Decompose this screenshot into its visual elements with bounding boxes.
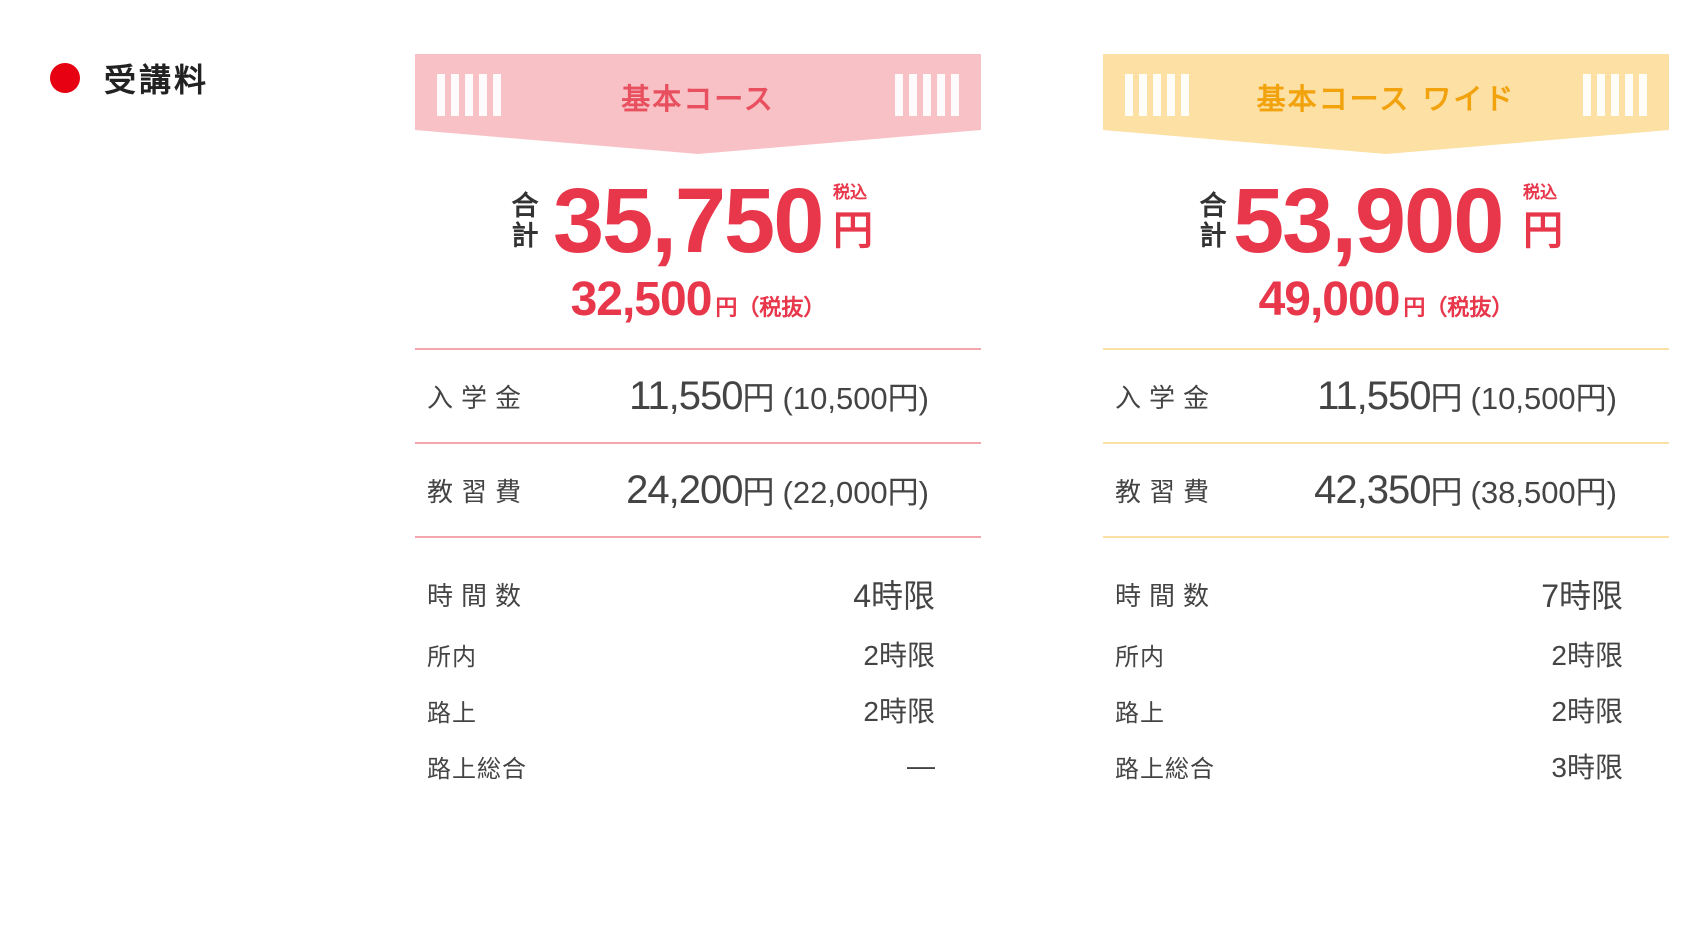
hours-list: 時間数 4時限 所内 2時限 路上 2時限 路上総合 — (415, 562, 981, 794)
hours-list: 時間数 7時限 所内 2時限 路上 2時限 路上総合 3時限 (1103, 562, 1669, 794)
stripes-decoration-icon (437, 74, 501, 116)
price-excl-tax-unit: 円（税抜） (715, 296, 826, 321)
hours-label: 路上総合 (1115, 754, 1215, 783)
fee-row-tuition: 教習費 24,200円 (22,000円) (415, 442, 981, 538)
hours-row: 路上 2時限 (1103, 682, 1669, 738)
hours-label: 所内 (1115, 642, 1165, 671)
hours-value: — (907, 750, 935, 781)
course-banner: 基本コース ワイド (1103, 54, 1669, 154)
price-excl-tax: 49,000 円（税抜） (1103, 272, 1669, 327)
fee-label: 教習費 (1115, 477, 1218, 508)
hours-value: 2時限 (1551, 696, 1623, 727)
tax-included-label: 税込 (1523, 183, 1557, 203)
total-price: 合計 53,900 税込 円 49,000 円（税抜） (1103, 154, 1669, 327)
hours-label: 時間数 (1115, 581, 1218, 612)
hours-value: 4時限 (853, 578, 935, 614)
hours-label: 路上総合 (427, 754, 527, 783)
fee-row-admission: 入学金 11,550円 (10,500円) (1103, 348, 1669, 442)
hours-row-total: 時間数 4時限 (415, 562, 981, 626)
yen-label: 円 (1523, 208, 1563, 254)
hours-label: 路上 (427, 698, 477, 727)
section-title: 受講料 (104, 61, 210, 99)
total-amount: 53,900 (1233, 170, 1504, 272)
total-price: 合計 35,750 税込 円 32,500 円（税抜） (415, 154, 981, 327)
tax-included-label: 税込 (833, 183, 867, 203)
fee-label: 入学金 (427, 383, 530, 414)
fee-label: 入学金 (1115, 383, 1218, 414)
fee-row-admission: 入学金 11,550円 (10,500円) (415, 348, 981, 442)
total-label: 合計 (1199, 191, 1227, 252)
total-amount: 35,750 (553, 170, 824, 272)
course-card-basic-wide: 基本コース ワイド 合計 53,900 税込 円 49,000 円（税抜） 入学金… (1103, 54, 1669, 794)
hours-label: 時間数 (427, 581, 530, 612)
fee-label: 教習費 (427, 477, 530, 508)
fee-row-tuition: 教習費 42,350円 (38,500円) (1103, 442, 1669, 538)
banner-shape (1103, 54, 1669, 154)
hours-value: 3時限 (1551, 752, 1623, 783)
hours-row: 路上 2時限 (415, 682, 981, 738)
hours-row: 路上総合 3時限 (1103, 738, 1669, 794)
banner-shape (415, 54, 981, 154)
stripes-decoration-icon (895, 74, 959, 116)
fee-value: 24,200円 (22,000円) (626, 468, 929, 512)
fee-table: 入学金 11,550円 (10,500円) 教習費 42,350円 (38,500円… (1103, 348, 1669, 538)
course-card-basic: 基本コース 合計 35,750 税込 円 32,500 円（税抜） 入学金 11,… (415, 54, 981, 794)
hours-row: 所内 2時限 (415, 626, 981, 682)
fee-value: 11,550円 (10,500円) (1317, 374, 1617, 418)
course-name: 基本コース (621, 82, 775, 116)
total-label: 合計 (511, 191, 539, 252)
course-name: 基本コース ワイド (1256, 82, 1516, 116)
hours-value: 7時限 (1541, 578, 1623, 614)
price-excl-tax-amount: 49,000 (1258, 273, 1401, 326)
course-banner: 基本コース (415, 54, 981, 154)
hours-row: 所内 2時限 (1103, 626, 1669, 682)
hours-value: 2時限 (1551, 640, 1623, 671)
bullet-dot-icon (50, 63, 80, 93)
hours-label: 路上 (1115, 698, 1165, 727)
fee-value: 11,550円 (10,500円) (629, 374, 929, 418)
hours-label: 所内 (427, 642, 477, 671)
price-excl-tax-unit: 円（税抜） (1403, 296, 1514, 321)
hours-row: 路上総合 — (415, 738, 981, 794)
fee-table: 入学金 11,550円 (10,500円) 教習費 24,200円 (22,000円… (415, 348, 981, 538)
hours-value: 2時限 (863, 640, 935, 671)
price-excl-tax-amount: 32,500 (570, 273, 713, 326)
stripes-decoration-icon (1125, 74, 1189, 116)
price-excl-tax: 32,500 円（税抜） (415, 272, 981, 327)
hours-value: 2時限 (863, 696, 935, 727)
fee-value: 42,350円 (38,500円) (1314, 468, 1617, 512)
hours-row-total: 時間数 7時限 (1103, 562, 1669, 626)
stripes-decoration-icon (1583, 74, 1647, 116)
section-header: 受講料 (50, 55, 209, 101)
yen-label: 円 (833, 208, 873, 254)
